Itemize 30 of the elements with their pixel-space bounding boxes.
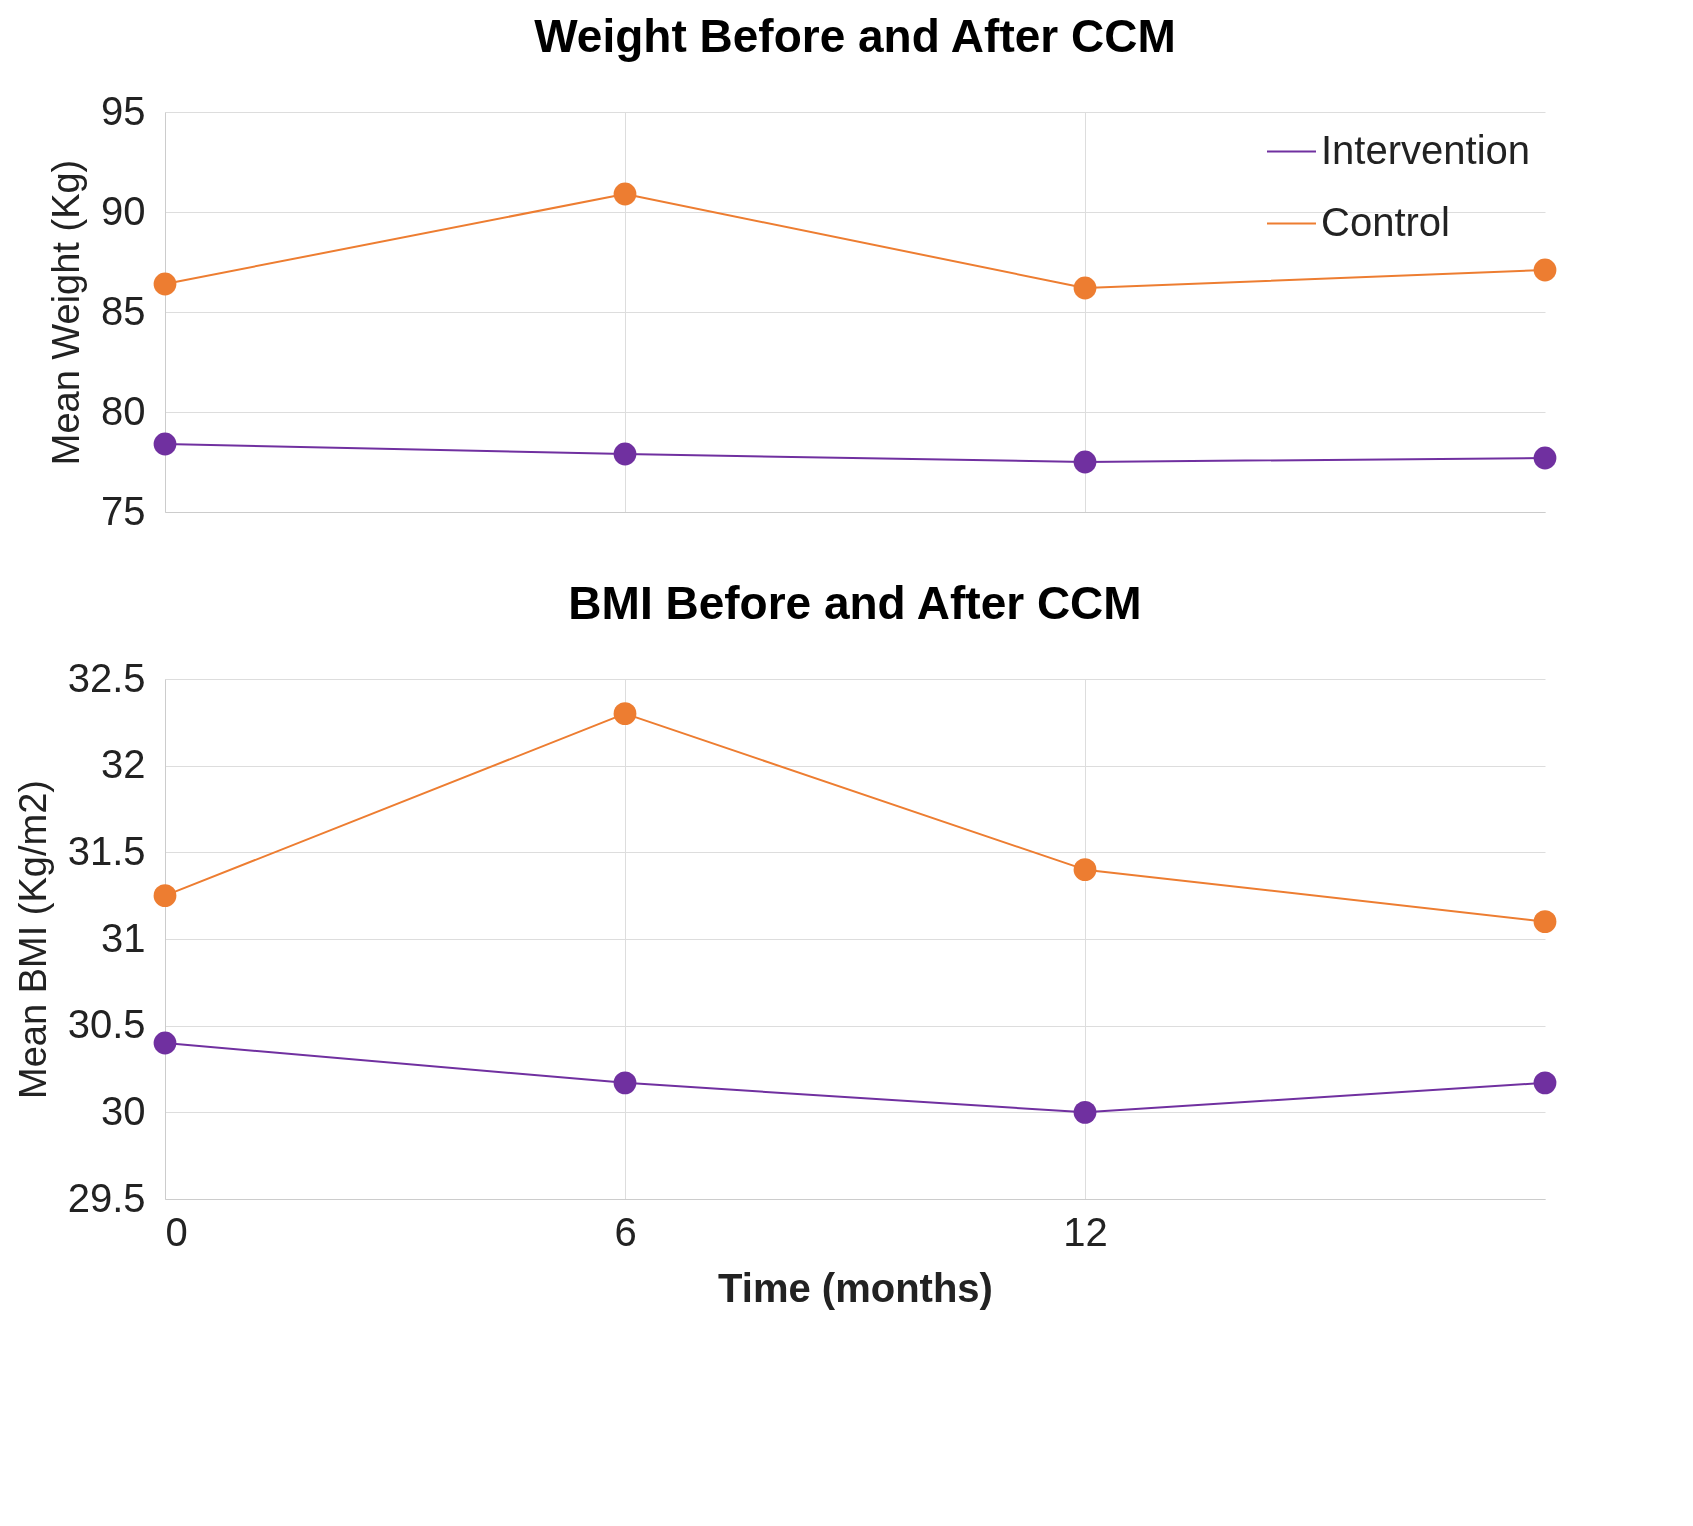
y-tick-label: 95 — [101, 88, 146, 133]
point — [1533, 446, 1557, 470]
y-tick-label: 32.5 — [67, 655, 146, 700]
legend-label: Intervention — [1321, 127, 1531, 172]
y-tick-label: 90 — [101, 188, 146, 233]
x-tick-label: 6 — [614, 1209, 637, 1254]
x-tick-label: 12 — [1063, 1209, 1108, 1254]
y-tick-label: 29.5 — [67, 1175, 146, 1220]
chart-title: Weight Before and After CCM — [534, 10, 1176, 62]
y-tick-label: 80 — [101, 388, 146, 433]
point — [613, 182, 637, 206]
y-tick-label: 32 — [101, 742, 146, 787]
y-tick-label: 31.5 — [67, 828, 146, 873]
x-tick-label: 0 — [165, 1209, 188, 1254]
y-tick-label: 30.5 — [67, 1002, 146, 1047]
y-tick-label: 85 — [101, 288, 146, 333]
y-axis-title: Mean Weight (Kg) — [45, 159, 88, 466]
chart-title: BMI Before and After CCM — [568, 577, 1142, 629]
y-tick-label: 75 — [101, 488, 146, 533]
point — [1073, 276, 1097, 300]
y-tick-label: 31 — [101, 915, 146, 960]
y-tick-label: 30 — [101, 1088, 146, 1133]
point — [153, 432, 177, 456]
legend-label: Control — [1321, 199, 1450, 244]
x-axis-title: Time (months) — [718, 1265, 993, 1310]
point — [1073, 450, 1097, 474]
point — [1533, 258, 1557, 282]
point — [613, 442, 637, 466]
y-axis-title: Mean BMI (Kg/m2) — [11, 780, 54, 1099]
point — [153, 272, 177, 296]
